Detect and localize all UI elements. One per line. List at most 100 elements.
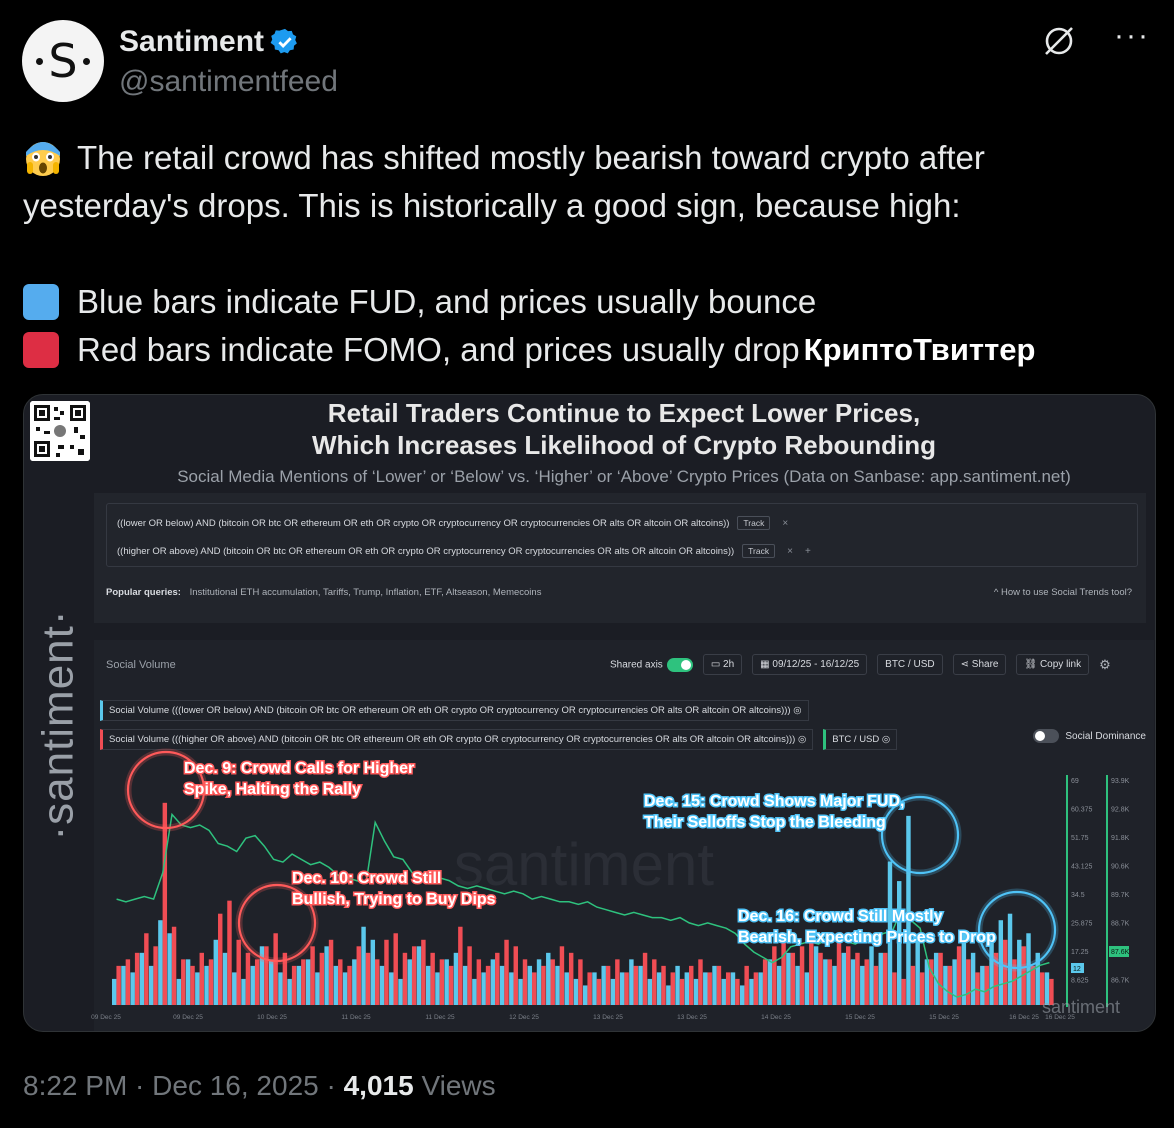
- eye-icon[interactable]: ◎: [881, 734, 891, 745]
- bar-blue: [546, 952, 551, 1005]
- bar-blue: [426, 965, 431, 1005]
- shared-axis-toggle[interactable]: Shared axis: [610, 657, 693, 672]
- annotation-circle: [880, 795, 960, 875]
- bar-blue: [970, 952, 976, 1005]
- tweet-media-image[interactable]: ·santiment· Retail Traders Continue to E…: [23, 394, 1156, 1032]
- bar-red: [171, 926, 177, 1005]
- bar-blue: [619, 972, 625, 1005]
- bar-red: [402, 952, 408, 1005]
- image-title-line-2: Which Increases Likelihood of Crypto Reb…: [311, 430, 937, 460]
- track-button-1[interactable]: Track: [737, 516, 771, 530]
- annotation-text: Dec. 10: Crowd Still: [292, 870, 441, 887]
- annotation-text: Their Selloffs Stop the Bleeding: [644, 814, 886, 831]
- bar-red: [642, 952, 648, 1005]
- interval-button[interactable]: ▭ 2h: [702, 654, 743, 675]
- bar-red: [956, 946, 962, 1005]
- track-button-2[interactable]: Track: [742, 544, 776, 558]
- bar-blue: [305, 959, 311, 1005]
- bar-red: [827, 959, 832, 1005]
- eye-icon[interactable]: ◎: [797, 734, 807, 745]
- bar-blue: [518, 978, 523, 1005]
- bar-red: [559, 946, 565, 1005]
- bar-blue: [444, 959, 449, 1005]
- bar-red: [818, 952, 823, 1005]
- avatar-letter: S: [48, 34, 78, 88]
- avatar[interactable]: S: [22, 20, 104, 102]
- bar-red: [716, 965, 722, 1005]
- translate-label[interactable]: КриптоТвиттер: [803, 332, 1036, 367]
- remove-query-1-icon[interactable]: ×: [782, 517, 789, 529]
- bar-blue: [148, 965, 154, 1005]
- legend-red[interactable]: Social Volume (((higher OR above) AND (b…: [100, 729, 814, 750]
- bar-red: [541, 965, 546, 1005]
- bar-red: [1012, 959, 1017, 1005]
- corner-watermark: santiment: [1042, 997, 1120, 1017]
- y-right-tick-label: 86.7K: [1111, 978, 1130, 985]
- bar-blue: [998, 920, 1004, 1005]
- y-left-tick-label: 60.375: [1071, 807, 1093, 814]
- bar-red: [605, 965, 611, 1005]
- x-tick-label: 11 Dec 25: [425, 1014, 455, 1021]
- bar-blue: [499, 965, 505, 1005]
- legend-price[interactable]: BTC / USD ◎: [823, 729, 898, 750]
- x-tick-label: 16 Dec 25: [1009, 1014, 1039, 1021]
- bar-blue: [675, 965, 680, 1005]
- bar-red: [836, 939, 842, 1005]
- bar-blue: [656, 972, 662, 1005]
- image-title-line-1: Retail Traders Continue to Expect Lower …: [327, 398, 921, 428]
- add-query-icon[interactable]: +: [804, 545, 811, 557]
- bar-blue: [222, 952, 228, 1005]
- display-name-row[interactable]: Santiment: [119, 25, 300, 59]
- query-1-text: ((lower OR below) AND (bitcoin OR btc OR…: [117, 517, 730, 529]
- bar-blue: [333, 965, 339, 1005]
- how-to-link[interactable]: ^ How to use Social Trends tool?: [993, 587, 1132, 598]
- verified-badge-icon: [270, 28, 297, 54]
- bar-blue: [610, 978, 616, 1005]
- grok-slash-icon[interactable]: [1042, 24, 1076, 58]
- bar-blue: [758, 972, 763, 1005]
- bar-blue: [185, 959, 191, 1005]
- bar-red: [578, 959, 583, 1005]
- social-dominance-toggle[interactable]: Social Dominance: [1033, 729, 1146, 743]
- annotation-text: Bearish, Expecting Prices to Drop: [738, 929, 996, 946]
- bar-red: [291, 965, 297, 1005]
- bar-red: [356, 946, 361, 1005]
- more-options-icon[interactable]: ···: [1114, 19, 1150, 52]
- scream-emoji-icon: [26, 142, 60, 176]
- annotation-text: Dec. 15: Crowd Shows Major FUD,: [644, 793, 904, 810]
- handle[interactable]: @santimentfeed: [119, 65, 338, 98]
- bar-red: [273, 933, 278, 1005]
- bar-red: [698, 959, 703, 1005]
- remove-query-2-icon[interactable]: ×: [787, 545, 793, 557]
- bar-blue: [407, 959, 412, 1005]
- bar-red: [134, 952, 140, 1005]
- display-name[interactable]: Santiment: [119, 25, 265, 58]
- bar-blue: [195, 972, 200, 1005]
- popular-items[interactable]: Institutional ETH accumulation, Tariffs,…: [189, 587, 542, 598]
- x-tick-label: 14 Dec 25: [761, 1014, 791, 1021]
- bar-red: [873, 965, 879, 1005]
- bar-red: [513, 946, 518, 1005]
- social-marker: [1071, 963, 1084, 973]
- bar-red: [181, 959, 186, 1005]
- popular-queries: Popular queries: Institutional ETH accum…: [106, 587, 541, 598]
- bar-red: [1021, 946, 1026, 1005]
- bar-red: [762, 959, 768, 1005]
- copy-link-button[interactable]: ⛓ Copy link: [1016, 654, 1090, 675]
- annotation-text: Bullish, Trying to Buy Dips: [292, 891, 496, 908]
- chart-toolbar: Shared axis ▭ 2h ▦ 09/12/25 - 16/12/25 B…: [610, 654, 1111, 675]
- image-subtitle: Social Media Mentions of ‘Lower’ or ‘Bel…: [177, 467, 1071, 486]
- bar-blue: [315, 972, 320, 1005]
- bar-blue: [435, 972, 440, 1005]
- tweet-timestamp[interactable]: 8:22 PM · Dec 16, 2025 · 4,015 Views: [23, 1070, 496, 1101]
- watermark-text: santiment: [454, 831, 714, 898]
- y-left-tick-label: 51.75: [1071, 835, 1089, 842]
- bar-blue: [536, 959, 542, 1005]
- bar-blue: [573, 978, 579, 1005]
- eye-icon[interactable]: ◎: [793, 705, 802, 716]
- pair-button[interactable]: BTC / USD: [877, 654, 943, 675]
- gear-icon[interactable]: ⚙: [1099, 656, 1111, 672]
- share-button[interactable]: ⋖ Share: [952, 654, 1007, 675]
- legend-blue[interactable]: Social Volume (((lower OR below) AND (bi…: [100, 700, 809, 721]
- date-range-button[interactable]: ▦ 09/12/25 - 16/12/25: [752, 654, 868, 675]
